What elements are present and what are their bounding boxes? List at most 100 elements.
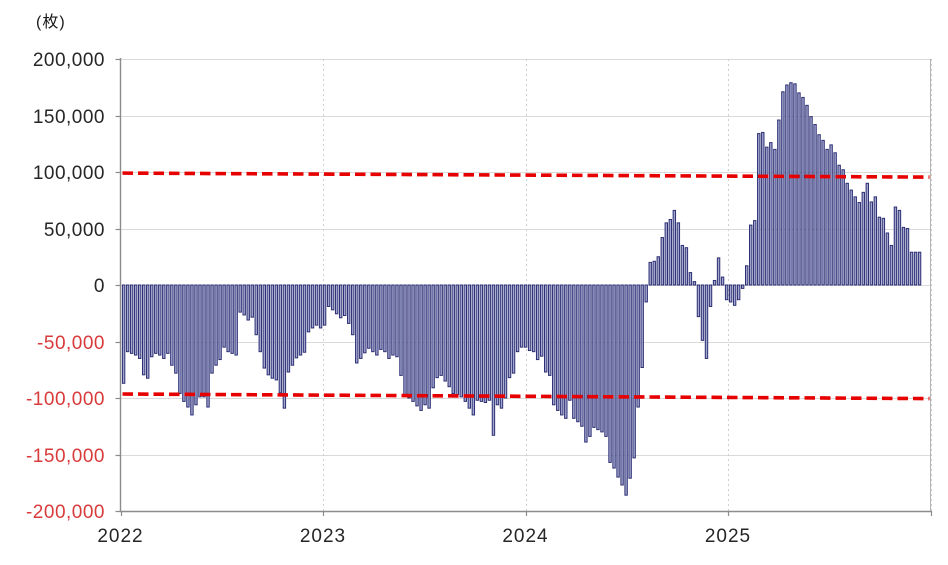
weekly-net-position-bar	[334, 284, 339, 315]
upper-threshold-dashed-line	[122, 171, 930, 179]
weekly-net-position-bar	[817, 134, 821, 286]
weekly-net-position-bar	[624, 284, 628, 496]
weekly-net-position-bar	[467, 284, 472, 409]
weekly-net-position-bar	[849, 189, 853, 286]
weekly-net-position-bar	[399, 284, 403, 376]
weekly-net-position-bar	[511, 284, 516, 374]
weekly-net-position-bar	[423, 284, 427, 406]
weekly-net-position-bar	[873, 196, 878, 286]
weekly-net-position-bar	[182, 284, 186, 402]
weekly-net-position-bar	[427, 284, 431, 409]
weekly-net-position-bar	[250, 284, 254, 318]
weekly-net-position-bar	[170, 284, 174, 366]
weekly-net-position-bar	[572, 284, 576, 419]
weekly-net-position-bar	[608, 284, 612, 463]
weekly-net-position-bar	[901, 226, 906, 286]
weekly-net-position-bar	[443, 284, 447, 382]
weekly-net-position-bar	[471, 284, 476, 416]
weekly-net-position-bar	[676, 222, 681, 286]
weekly-net-position-bar	[158, 284, 162, 356]
weekly-net-position-bar	[773, 148, 777, 286]
weekly-net-position-bar	[869, 201, 874, 286]
weekly-net-position-bar	[805, 104, 809, 286]
weekly-net-position-bar	[885, 232, 890, 286]
weekly-net-position-bar	[206, 284, 210, 408]
weekly-net-position-bar	[841, 169, 845, 286]
weekly-net-position-bar	[917, 251, 922, 286]
weekly-net-position-bar	[222, 284, 226, 348]
weekly-net-position-bar	[544, 284, 548, 373]
weekly-net-position-bar	[548, 284, 552, 376]
weekly-net-position-bar	[905, 228, 910, 286]
weekly-net-position-bar	[672, 209, 677, 286]
weekly-net-position-bar	[616, 284, 620, 478]
weekly-net-position-bar	[407, 284, 411, 399]
y-tick-label: -200,000	[26, 502, 105, 523]
weekly-net-position-bar	[371, 284, 375, 353]
weekly-net-position-bar	[270, 284, 275, 379]
weekly-net-position-bar	[230, 284, 234, 354]
weekly-net-position-bar	[580, 284, 584, 427]
weekly-net-position-bar	[503, 284, 508, 399]
weekly-net-position-bar	[278, 284, 283, 394]
weekly-net-position-bar	[845, 182, 849, 286]
weekly-net-position-bar	[190, 284, 194, 416]
weekly-net-position-bar	[789, 82, 793, 286]
weekly-net-position-bar	[455, 284, 459, 396]
weekly-net-position-bar	[290, 284, 295, 366]
weekly-net-position-bar	[419, 284, 423, 411]
weekly-net-position-bar	[801, 96, 805, 286]
weekly-net-position-bar	[785, 84, 789, 286]
weekly-net-position-bar	[298, 284, 303, 356]
weekly-net-position-bar	[150, 284, 154, 358]
weekly-net-position-bar	[274, 284, 279, 381]
weekly-net-position-bar	[202, 284, 206, 398]
weekly-net-position-bar	[753, 220, 757, 286]
weekly-net-position-bar	[242, 284, 246, 316]
y-tick-label: 150,000	[33, 107, 105, 128]
weekly-net-position-bar	[620, 284, 624, 486]
weekly-net-position-bar	[865, 182, 869, 286]
weekly-net-position-bar	[254, 284, 258, 336]
weekly-net-position-bar	[736, 284, 741, 301]
weekly-net-position-bar	[166, 284, 170, 354]
weekly-net-position-bar	[680, 244, 685, 286]
weekly-net-position-bar	[604, 284, 608, 437]
weekly-net-position-bar	[664, 222, 668, 286]
weekly-net-position-bar	[186, 284, 190, 408]
weekly-net-position-bar	[535, 284, 540, 361]
weekly-net-position-bar	[306, 284, 311, 333]
weekly-net-position-bar	[644, 284, 648, 303]
weekly-net-position-bar	[813, 124, 817, 286]
weekly-net-position-bar	[761, 131, 765, 286]
weekly-net-position-bar	[435, 284, 439, 379]
weekly-net-position-bar	[137, 284, 142, 359]
weekly-net-position-bar	[568, 284, 572, 401]
weekly-net-position-bar	[740, 284, 745, 289]
weekly-net-position-bar	[487, 284, 492, 401]
weekly-net-position-bar	[696, 284, 701, 318]
weekly-net-position-bar	[556, 284, 560, 411]
weekly-net-position-bar	[909, 251, 914, 286]
weekly-net-position-bar	[383, 284, 387, 353]
weekly-net-position-bar	[343, 284, 347, 317]
weekly-net-position-bar	[125, 284, 130, 353]
x-year-label: 2025	[705, 526, 751, 547]
weekly-net-position-bar	[712, 279, 717, 286]
y-axis-unit-label: (枚)	[36, 14, 66, 31]
weekly-net-position-bar	[395, 284, 399, 358]
weekly-net-position-bar	[716, 257, 721, 286]
weekly-net-position-bar	[600, 284, 604, 433]
weekly-net-position-bar	[363, 284, 367, 354]
weekly-net-position-bar	[282, 284, 287, 409]
weekly-net-position-bar	[355, 284, 359, 364]
weekly-net-position-bar	[314, 284, 319, 326]
weekly-net-position-bar	[463, 284, 468, 402]
weekly-net-position-bar	[459, 284, 463, 398]
weekly-net-position-bar	[552, 284, 556, 406]
weekly-net-position-bar	[491, 284, 496, 436]
weekly-net-position-bar	[881, 217, 886, 286]
weekly-net-position-bar	[628, 284, 632, 479]
weekly-net-position-bar	[262, 284, 267, 369]
